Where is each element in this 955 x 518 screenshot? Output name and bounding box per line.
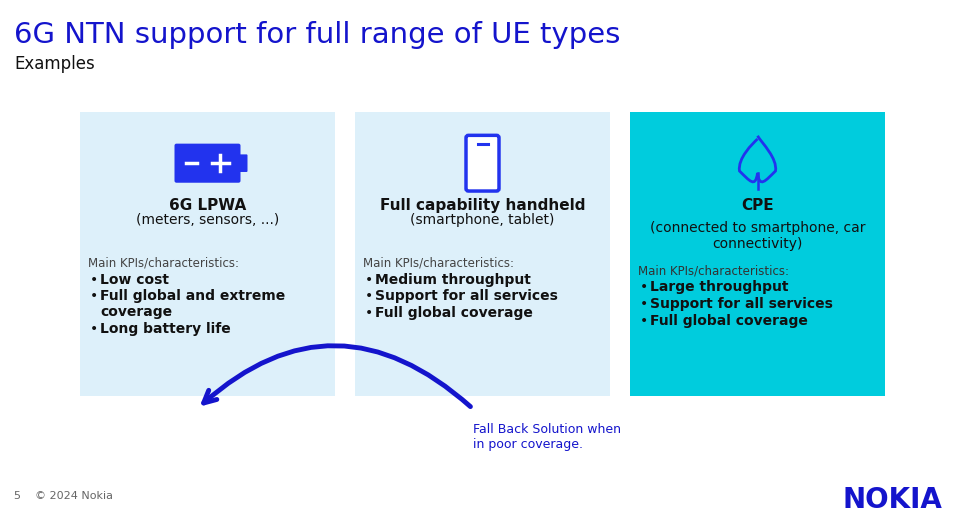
Text: •: • (640, 280, 648, 294)
Text: Fall Back Solution when
in poor coverage.: Fall Back Solution when in poor coverage… (473, 423, 621, 451)
Text: •: • (365, 289, 373, 303)
FancyBboxPatch shape (175, 143, 241, 183)
Text: Full global and extreme
coverage: Full global and extreme coverage (100, 289, 286, 320)
Text: Full capability handheld: Full capability handheld (380, 198, 585, 213)
FancyBboxPatch shape (355, 112, 610, 396)
Text: (meters, sensors, ...): (meters, sensors, ...) (136, 213, 279, 227)
Text: •: • (365, 306, 373, 320)
Text: Large throughput: Large throughput (650, 280, 789, 294)
Text: NOKIA: NOKIA (842, 486, 942, 514)
Text: Support for all services: Support for all services (375, 289, 558, 303)
Text: Examples: Examples (14, 55, 95, 73)
FancyBboxPatch shape (239, 154, 247, 172)
Text: •: • (640, 314, 648, 328)
Text: Main KPIs/characteristics:: Main KPIs/characteristics: (638, 265, 789, 278)
FancyBboxPatch shape (630, 112, 885, 396)
Text: •: • (90, 272, 98, 286)
Text: Support for all services: Support for all services (650, 297, 833, 311)
Text: CPE: CPE (741, 198, 774, 213)
Text: 6G NTN support for full range of UE types: 6G NTN support for full range of UE type… (14, 22, 621, 50)
Text: •: • (90, 289, 98, 303)
Text: Low cost: Low cost (100, 272, 169, 286)
Text: •: • (640, 297, 648, 311)
Text: •: • (90, 323, 98, 337)
Text: (smartphone, tablet): (smartphone, tablet) (411, 213, 555, 227)
Text: Main KPIs/characteristics:: Main KPIs/characteristics: (88, 257, 239, 270)
Text: 6G LPWA: 6G LPWA (169, 198, 246, 213)
FancyBboxPatch shape (80, 112, 335, 396)
FancyBboxPatch shape (466, 135, 499, 191)
Text: Medium throughput: Medium throughput (375, 272, 531, 286)
Text: •: • (365, 272, 373, 286)
Text: Main KPIs/characteristics:: Main KPIs/characteristics: (363, 257, 514, 270)
Text: Full global coverage: Full global coverage (650, 314, 808, 328)
Text: 5    © 2024 Nokia: 5 © 2024 Nokia (14, 491, 113, 500)
Text: Full global coverage: Full global coverage (375, 306, 533, 320)
Text: (connected to smartphone, car
connectivity): (connected to smartphone, car connectivi… (649, 221, 865, 251)
Text: Long battery life: Long battery life (100, 323, 231, 337)
